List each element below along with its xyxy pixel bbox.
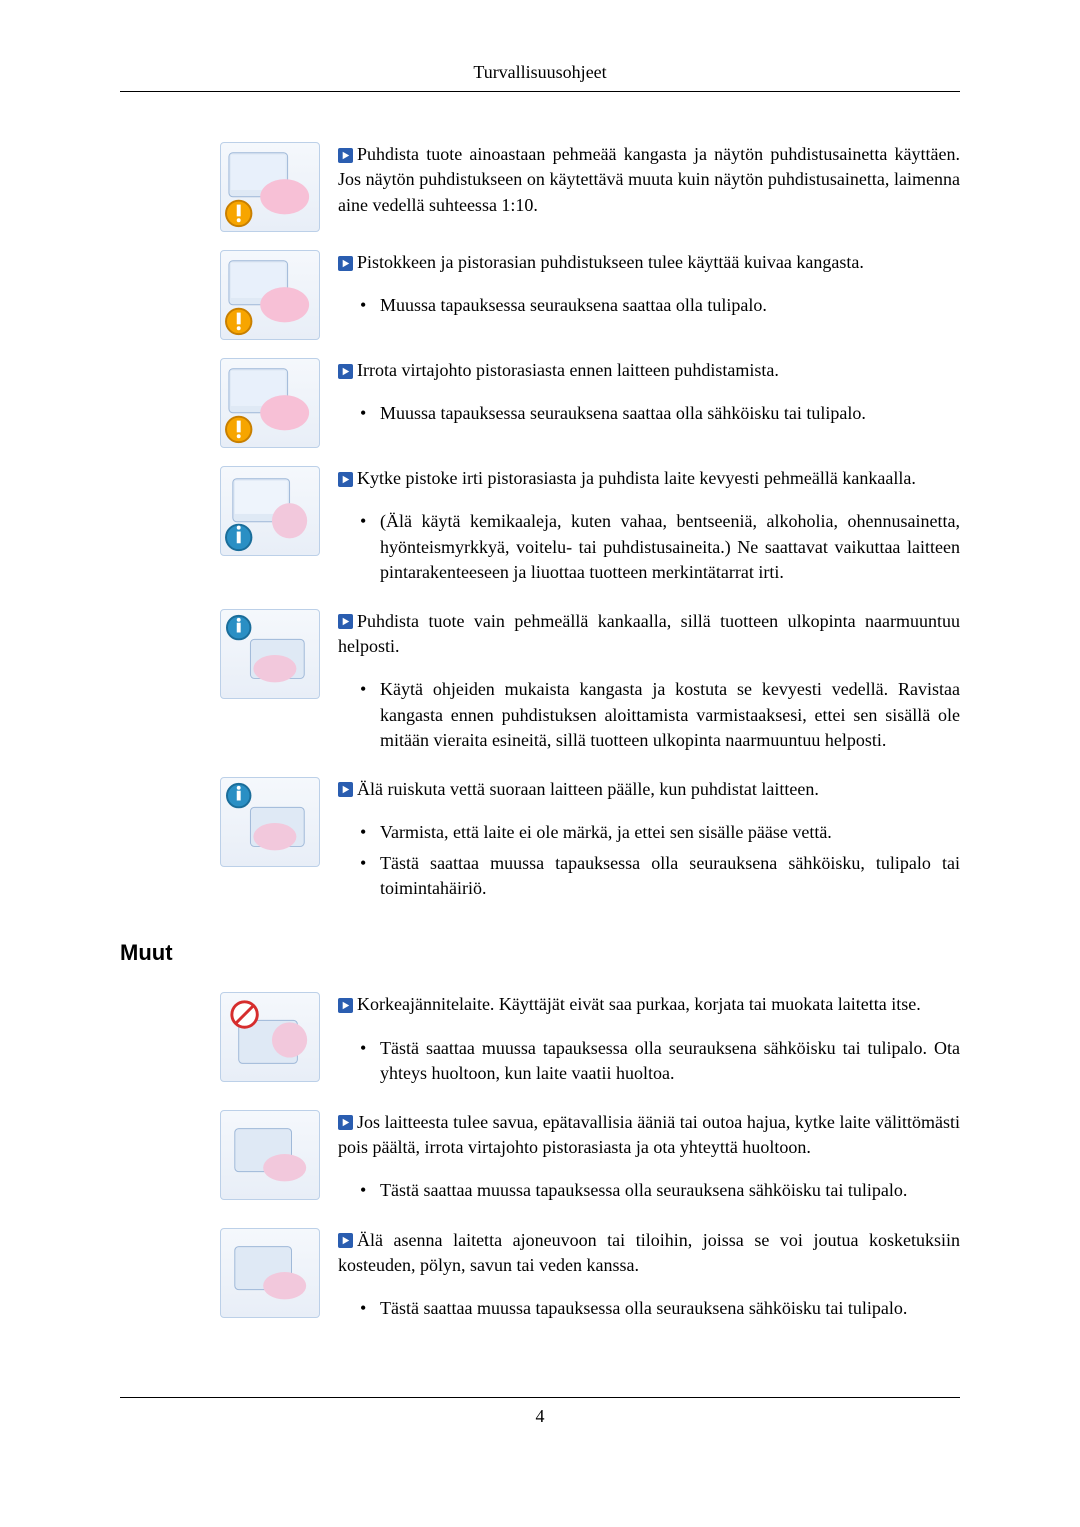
arrow-icon bbox=[338, 148, 353, 163]
safety-lead-span: Puhdista tuote vain pehmeällä kankaalla,… bbox=[338, 611, 960, 656]
arrow-icon bbox=[338, 364, 353, 379]
arrow-icon bbox=[338, 1115, 353, 1130]
safety-content: Älä ruiskuta vettä suoraan laitteen pääl… bbox=[338, 777, 960, 908]
safety-bullet-list: Tästä saattaa muussa tapauksessa olla se… bbox=[338, 1296, 960, 1321]
safety-bullet-list: Käytä ohjeiden mukaista kangasta ja kost… bbox=[338, 677, 960, 753]
safety-illustration-icon bbox=[220, 142, 320, 232]
safety-lead-span: Jos laitteesta tulee savua, epätavallisi… bbox=[338, 1112, 960, 1157]
safety-bullet: Tästä saattaa muussa tapauksessa olla se… bbox=[360, 1296, 960, 1321]
safety-block: Korkeajännitelaite. Käyttäjät eivät saa … bbox=[220, 992, 960, 1092]
safety-illustration-icon bbox=[220, 1228, 320, 1318]
safety-content: Jos laitteesta tulee savua, epätavallisi… bbox=[338, 1110, 960, 1210]
safety-lead-text: Puhdista tuote vain pehmeällä kankaalla,… bbox=[338, 609, 960, 659]
safety-lead-text: Pistokkeen ja pistorasian puhdistukseen … bbox=[338, 250, 960, 275]
safety-illustration-icon bbox=[220, 609, 320, 699]
safety-bullet-list: (Älä käytä kemikaaleja, kuten vahaa, ben… bbox=[338, 509, 960, 585]
safety-lead-text: Älä asenna laitetta ajoneuvoon tai tiloi… bbox=[338, 1228, 960, 1278]
safety-bullet-list: Varmista, että laite ei ole märkä, ja et… bbox=[338, 820, 960, 902]
safety-lead-text: Korkeajännitelaite. Käyttäjät eivät saa … bbox=[338, 992, 960, 1017]
safety-lead-text: Jos laitteesta tulee savua, epätavallisi… bbox=[338, 1110, 960, 1160]
safety-bullet: Käytä ohjeiden mukaista kangasta ja kost… bbox=[360, 677, 960, 753]
header-rule bbox=[120, 91, 960, 92]
safety-bullet-list: Tästä saattaa muussa tapauksessa olla se… bbox=[338, 1178, 960, 1203]
safety-illustration-icon bbox=[220, 358, 320, 448]
safety-bullet: Tästä saattaa muussa tapauksessa olla se… bbox=[360, 1036, 960, 1086]
footer-rule bbox=[120, 1397, 960, 1398]
safety-illustration-icon bbox=[220, 992, 320, 1082]
safety-content: Irrota virtajohto pistorasiasta ennen la… bbox=[338, 358, 960, 432]
safety-lead-span: Puhdista tuote ainoastaan pehmeää kangas… bbox=[338, 144, 960, 214]
arrow-icon bbox=[338, 256, 353, 271]
arrow-icon bbox=[338, 614, 353, 629]
safety-content: Älä asenna laitetta ajoneuvoon tai tiloi… bbox=[338, 1228, 960, 1328]
arrow-icon bbox=[338, 1233, 353, 1248]
arrow-icon bbox=[338, 472, 353, 487]
page-header-title: Turvallisuusohjeet bbox=[120, 60, 960, 85]
arrow-icon bbox=[338, 998, 353, 1013]
safety-content: Pistokkeen ja pistorasian puhdistukseen … bbox=[338, 250, 960, 324]
safety-bullet-list: Muussa tapauksessa seurauksena saattaa o… bbox=[338, 293, 960, 318]
safety-bullet: Tästä saattaa muussa tapauksessa olla se… bbox=[360, 851, 960, 901]
safety-illustration-icon bbox=[220, 250, 320, 340]
safety-block: Irrota virtajohto pistorasiasta ennen la… bbox=[220, 358, 960, 448]
arrow-icon bbox=[338, 782, 353, 797]
safety-bullet: Muussa tapauksessa seurauksena saattaa o… bbox=[360, 401, 960, 426]
safety-bullet: Tästä saattaa muussa tapauksessa olla se… bbox=[360, 1178, 960, 1203]
safety-block: Puhdista tuote vain pehmeällä kankaalla,… bbox=[220, 609, 960, 759]
safety-content: Korkeajännitelaite. Käyttäjät eivät saa … bbox=[338, 992, 960, 1092]
safety-block: Älä asenna laitetta ajoneuvoon tai tiloi… bbox=[220, 1228, 960, 1328]
safety-lead-span: Älä asenna laitetta ajoneuvoon tai tiloi… bbox=[338, 1230, 960, 1275]
safety-bullet: Varmista, että laite ei ole märkä, ja et… bbox=[360, 820, 960, 845]
safety-bullet-list: Tästä saattaa muussa tapauksessa olla se… bbox=[338, 1036, 960, 1086]
safety-content: Puhdista tuote ainoastaan pehmeää kangas… bbox=[338, 142, 960, 218]
safety-bullet-list: Muussa tapauksessa seurauksena saattaa o… bbox=[338, 401, 960, 426]
safety-bullet: Muussa tapauksessa seurauksena saattaa o… bbox=[360, 293, 960, 318]
safety-block: Puhdista tuote ainoastaan pehmeää kangas… bbox=[220, 142, 960, 232]
safety-lead-text: Kytke pistoke irti pistorasiasta ja puhd… bbox=[338, 466, 960, 491]
safety-lead-text: Puhdista tuote ainoastaan pehmeää kangas… bbox=[338, 142, 960, 218]
safety-lead-span: Korkeajännitelaite. Käyttäjät eivät saa … bbox=[357, 994, 921, 1014]
safety-block: Älä ruiskuta vettä suoraan laitteen pääl… bbox=[220, 777, 960, 908]
safety-illustration-icon bbox=[220, 466, 320, 556]
safety-block: Jos laitteesta tulee savua, epätavallisi… bbox=[220, 1110, 960, 1210]
safety-lead-span: Älä ruiskuta vettä suoraan laitteen pääl… bbox=[357, 779, 819, 799]
safety-illustration-icon bbox=[220, 1110, 320, 1200]
safety-lead-span: Kytke pistoke irti pistorasiasta ja puhd… bbox=[357, 468, 916, 488]
safety-block: Kytke pistoke irti pistorasiasta ja puhd… bbox=[220, 466, 960, 591]
safety-bullet: (Älä käytä kemikaaleja, kuten vahaa, ben… bbox=[360, 509, 960, 585]
safety-lead-text: Älä ruiskuta vettä suoraan laitteen pääl… bbox=[338, 777, 960, 802]
safety-content: Puhdista tuote vain pehmeällä kankaalla,… bbox=[338, 609, 960, 759]
safety-illustration-icon bbox=[220, 777, 320, 867]
page-number: 4 bbox=[120, 1404, 960, 1429]
safety-lead-span: Pistokkeen ja pistorasian puhdistukseen … bbox=[357, 252, 864, 272]
section-heading-muut: Muut bbox=[120, 938, 960, 969]
safety-block: Pistokkeen ja pistorasian puhdistukseen … bbox=[220, 250, 960, 340]
safety-content: Kytke pistoke irti pistorasiasta ja puhd… bbox=[338, 466, 960, 591]
safety-lead-span: Irrota virtajohto pistorasiasta ennen la… bbox=[357, 360, 779, 380]
safety-lead-text: Irrota virtajohto pistorasiasta ennen la… bbox=[338, 358, 960, 383]
